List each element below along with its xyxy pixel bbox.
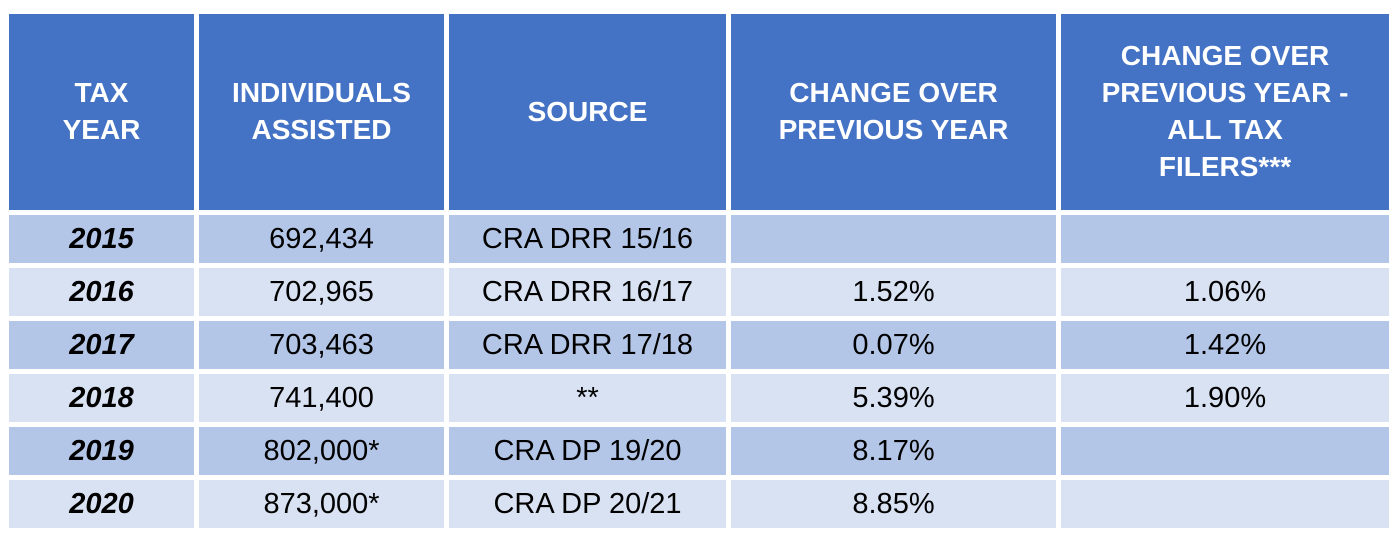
change-cell bbox=[731, 215, 1056, 263]
change-cell: 8.85% bbox=[731, 480, 1056, 528]
individuals-cell: 741,400 bbox=[199, 374, 444, 422]
table-row: 2018 741,400 ** 5.39% 1.90% bbox=[9, 374, 1389, 422]
change-all-cell bbox=[1061, 215, 1389, 263]
table-row: 2017 703,463 CRA DRR 17/18 0.07% 1.42% bbox=[9, 321, 1389, 369]
source-cell: CRA DRR 17/18 bbox=[449, 321, 726, 369]
change-cell: 1.52% bbox=[731, 268, 1056, 316]
change-all-cell: 1.06% bbox=[1061, 268, 1389, 316]
change-cell: 0.07% bbox=[731, 321, 1056, 369]
change-all-cell bbox=[1061, 480, 1389, 528]
individuals-cell: 703,463 bbox=[199, 321, 444, 369]
tax-filers-table: TAX YEAR INDIVIDUALS ASSISTED SOURCE CHA… bbox=[4, 9, 1394, 533]
source-cell: CRA DP 20/21 bbox=[449, 480, 726, 528]
header-cell-tax-year: TAX YEAR bbox=[9, 14, 194, 210]
year-cell: 2017 bbox=[9, 321, 194, 369]
header-row: TAX YEAR INDIVIDUALS ASSISTED SOURCE CHA… bbox=[9, 14, 1389, 210]
individuals-cell: 692,434 bbox=[199, 215, 444, 263]
individuals-cell: 702,965 bbox=[199, 268, 444, 316]
table-row: 2019 802,000* CRA DP 19/20 8.17% bbox=[9, 427, 1389, 475]
change-all-cell bbox=[1061, 427, 1389, 475]
header-cell-individuals: INDIVIDUALS ASSISTED bbox=[199, 14, 444, 210]
source-cell: CRA DRR 15/16 bbox=[449, 215, 726, 263]
year-cell: 2020 bbox=[9, 480, 194, 528]
source-cell: CRA DRR 16/17 bbox=[449, 268, 726, 316]
year-cell: 2016 bbox=[9, 268, 194, 316]
table-row: 2016 702,965 CRA DRR 16/17 1.52% 1.06% bbox=[9, 268, 1389, 316]
change-all-cell: 1.90% bbox=[1061, 374, 1389, 422]
year-cell: 2019 bbox=[9, 427, 194, 475]
header-cell-source: SOURCE bbox=[449, 14, 726, 210]
individuals-cell: 802,000* bbox=[199, 427, 444, 475]
year-cell: 2015 bbox=[9, 215, 194, 263]
header-cell-change: CHANGE OVER PREVIOUS YEAR bbox=[731, 14, 1056, 210]
change-all-cell: 1.42% bbox=[1061, 321, 1389, 369]
table-row: 2015 692,434 CRA DRR 15/16 bbox=[9, 215, 1389, 263]
individuals-cell: 873,000* bbox=[199, 480, 444, 528]
header-cell-change-all: CHANGE OVER PREVIOUS YEAR - ALL TAX FILE… bbox=[1061, 14, 1389, 210]
change-cell: 5.39% bbox=[731, 374, 1056, 422]
change-cell: 8.17% bbox=[731, 427, 1056, 475]
source-cell: ** bbox=[449, 374, 726, 422]
table-row: 2020 873,000* CRA DP 20/21 8.85% bbox=[9, 480, 1389, 528]
source-cell: CRA DP 19/20 bbox=[449, 427, 726, 475]
year-cell: 2018 bbox=[9, 374, 194, 422]
